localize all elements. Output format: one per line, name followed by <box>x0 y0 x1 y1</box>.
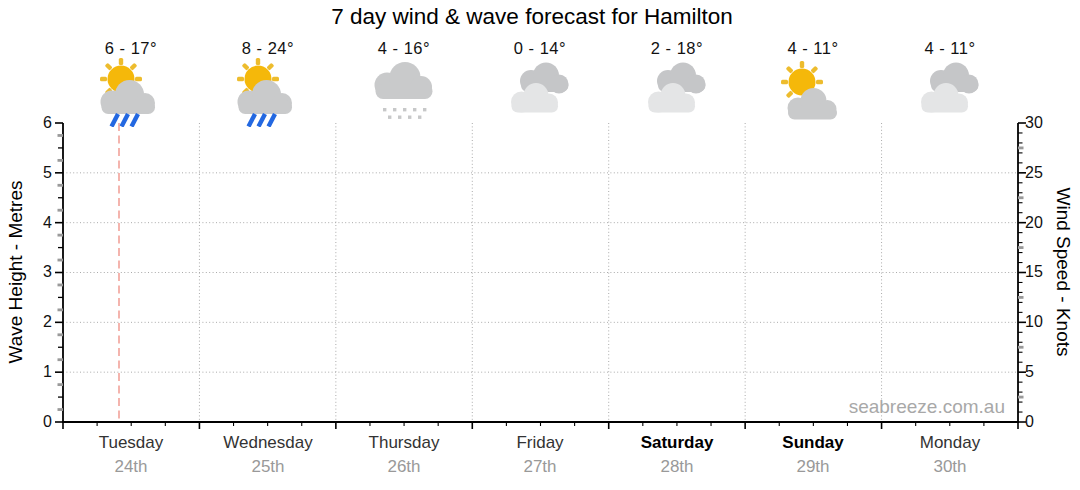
minor-tick-mark <box>1018 296 1024 299</box>
minor-tick-mark <box>1018 346 1024 349</box>
day-name-label: Monday <box>882 433 1018 453</box>
forecast-chart-page: 7 day wind & wave forecast for Hamilton … <box>0 0 1080 490</box>
temp-range-label: 4 - 16° <box>336 39 472 58</box>
minor-tick-mark <box>1018 396 1024 399</box>
day-name-label: Tuesday <box>63 433 199 453</box>
sun-cloud-rain-icon <box>228 57 308 127</box>
day-date-label: 24th <box>63 457 199 477</box>
temp-range-label: 4 - 11° <box>882 39 1018 58</box>
day-column: 4 - 16° Thursday 26th <box>336 0 472 490</box>
cloudy-icon <box>637 57 717 127</box>
cloudy-icon <box>500 57 580 127</box>
temp-range-label: 6 - 17° <box>63 39 199 58</box>
wind-axis-title: Wind Speed - Knots <box>1051 122 1075 422</box>
day-date-label: 27th <box>472 457 608 477</box>
day-column: 2 - 18° Saturday 28th <box>609 0 745 490</box>
day-column: 0 - 14° Friday 27th <box>472 0 608 490</box>
day-date-label: 30th <box>882 457 1018 477</box>
minor-tick-mark <box>1018 196 1024 199</box>
minor-tick-mark <box>1018 246 1024 249</box>
wave-axis-title: Wave Height - Metres <box>4 122 28 422</box>
temp-range-label: 4 - 11° <box>745 39 881 58</box>
day-date-label: 25th <box>200 457 336 477</box>
cloud-drizzle-icon <box>364 57 444 127</box>
day-name-label: Sunday <box>745 433 881 453</box>
day-name-label: Friday <box>472 433 608 453</box>
day-name-label: Wednesday <box>200 433 336 453</box>
sun-cloud-icon <box>773 57 853 127</box>
temp-range-label: 0 - 14° <box>472 39 608 58</box>
cloudy-icon <box>910 57 990 127</box>
day-name-label: Saturday <box>609 433 745 453</box>
temp-range-label: 8 - 24° <box>200 39 336 58</box>
minor-tick-mark <box>1018 147 1024 150</box>
day-name-label: Thursday <box>336 433 472 453</box>
day-column: 6 - 17° <box>63 0 199 490</box>
temp-range-label: 2 - 18° <box>609 39 745 58</box>
day-date-label: 26th <box>336 457 472 477</box>
day-column: 8 - 24° <box>200 0 336 490</box>
day-date-label: 29th <box>745 457 881 477</box>
sun-cloud-rain-icon <box>91 57 171 127</box>
day-date-label: 28th <box>609 457 745 477</box>
watermark: seabreeze.com.au <box>849 396 1005 418</box>
